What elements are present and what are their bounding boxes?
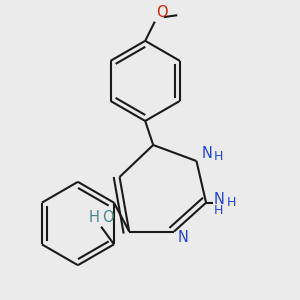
Text: H: H — [214, 150, 223, 163]
Text: O: O — [102, 210, 113, 225]
Text: H: H — [226, 196, 236, 209]
Text: N: N — [214, 192, 225, 207]
Text: H: H — [214, 204, 224, 217]
Text: N: N — [201, 146, 212, 160]
Text: H: H — [89, 210, 100, 225]
Text: O: O — [156, 5, 168, 20]
Text: N: N — [178, 230, 189, 245]
